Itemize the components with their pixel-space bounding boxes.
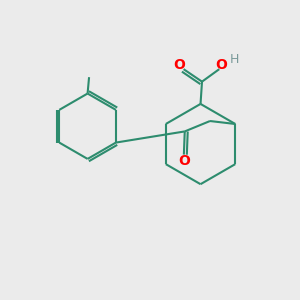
Text: O: O: [178, 154, 190, 168]
Text: O: O: [216, 58, 228, 72]
Text: H: H: [230, 53, 239, 66]
Text: O: O: [173, 58, 185, 72]
